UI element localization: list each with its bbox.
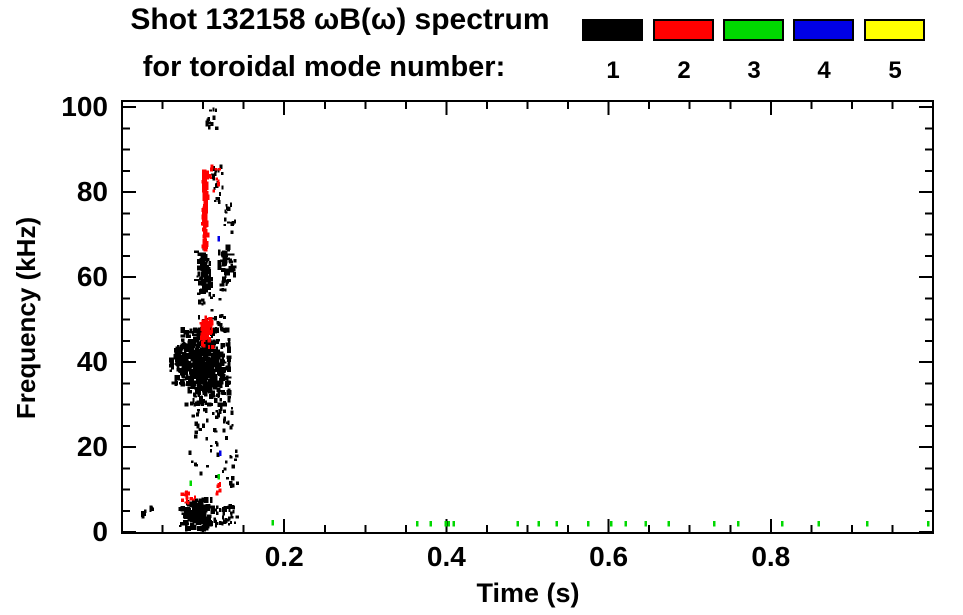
figure-subtitle: for toroidal mode number: [142,51,506,83]
legend-swatch-mode-4 [793,19,854,41]
y-tick-label-40: 40 [76,346,108,377]
legend-label-mode-5: 5 [888,57,902,84]
legend-label-mode-2: 2 [677,57,691,84]
y-tick-label-0: 0 [92,516,108,547]
plot-frame [121,100,934,534]
figure-title: Shot 132158 ωB(ω) spectrum [130,3,550,36]
y-tick-label-100: 100 [61,91,108,122]
series-n3 [189,474,930,527]
legend-swatch-mode-2 [653,19,714,41]
axis-ticks [123,102,932,533]
legend-swatch-mode-5 [864,19,925,41]
series-n1 [140,107,240,532]
x-tick-label-0.2: 0.2 [264,541,304,572]
x-axis-title: Time (s) [476,578,580,608]
legend-swatch-mode-1 [582,19,643,41]
y-tick-label-80: 80 [76,176,108,207]
y-axis-title: Frequency (kHz) [11,216,41,420]
legend-label-mode-4: 4 [817,57,831,84]
y-tick-label-20: 20 [76,431,108,462]
series-n2 [180,164,222,505]
legend-label-mode-3: 3 [747,57,761,84]
x-tick-label-0.8: 0.8 [751,541,791,572]
y-tick-label-60: 60 [76,261,108,292]
legend-label-mode-1: 1 [606,57,620,84]
x-tick-label-0.6: 0.6 [589,541,629,572]
legend-swatch-mode-3 [723,19,784,41]
series-n4 [217,236,222,457]
x-tick-label-0.4: 0.4 [426,541,466,572]
